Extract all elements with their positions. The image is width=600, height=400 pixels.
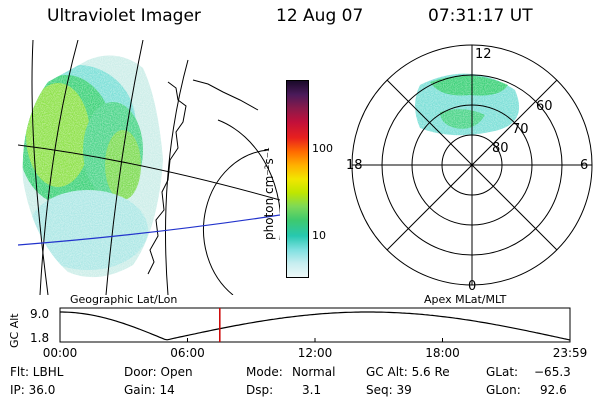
status-mode-value: Normal [292, 365, 336, 379]
status-ip: IP: 36.0 [10, 383, 56, 397]
status-glon-label: GLon: [486, 383, 521, 397]
date-label: 12 Aug 07 [276, 6, 364, 26]
colorbar-unit-label: photon cm⁻²s⁻¹ [262, 147, 276, 240]
status-gain: Gain: 14 [124, 383, 175, 397]
mlt-label-6: 6 [580, 158, 588, 173]
colorbar-tick-100: 100 [312, 142, 333, 155]
geographic-map [18, 40, 280, 295]
colorbar-tick-10: 10 [312, 229, 326, 242]
polar-ring-label-80: 80 [492, 141, 509, 156]
status-dsp-label: Dsp: [246, 383, 274, 397]
status-flt: Flt: LBHL [10, 365, 64, 379]
status-glon-value: 92.6 [540, 383, 567, 397]
status-seq: Seq: 39 [366, 383, 412, 397]
polar-plot: 60 70 80 12 18 6 0 [346, 44, 593, 294]
mlt-label-18: 18 [346, 158, 363, 173]
polar-aurora [415, 73, 520, 136]
polar-ring-label-60: 60 [536, 99, 553, 114]
instrument-title: Ultraviolet Imager [47, 6, 201, 26]
xtick-label: 12:00 [298, 346, 333, 360]
gc-alt-ylabel: GC Alt [8, 313, 21, 348]
status-dsp-value: 3.1 [302, 383, 322, 397]
colorbar [286, 80, 309, 278]
status-glat-label: GLat: [486, 365, 519, 379]
ytick-1-8: 1.8 [30, 331, 49, 345]
altitude-plot: GC Alt 9.0 1.8 00:00 06:00 12:00 18:00 23:59 [8, 307, 588, 360]
status-gc-alt: GC Alt: 5.6 Re [366, 365, 450, 379]
geographic-label: Geographic Lat/Lon [70, 293, 178, 306]
mlt-label-12: 12 [475, 47, 492, 62]
time-label: 07:31:17 UT [428, 6, 533, 26]
status-glat-value: −65.3 [534, 365, 571, 379]
aurora-image [18, 40, 280, 295]
xtick-label: 06:00 [170, 346, 205, 360]
apex-label: Apex MLat/MLT [424, 293, 507, 306]
altitude-curve [60, 311, 571, 341]
status-mode-label: Mode: [246, 365, 283, 379]
altitude-plot-frame [59, 307, 571, 343]
mlt-label-0: 0 [468, 279, 476, 294]
xtick-label: 18:00 [425, 346, 460, 360]
ytick-9: 9.0 [30, 307, 49, 321]
status-door: Door: Open [124, 365, 193, 379]
xtick-label: 23:59 [553, 346, 588, 360]
polar-ring-label-70: 70 [512, 122, 529, 137]
xtick-label: 00:00 [43, 346, 78, 360]
